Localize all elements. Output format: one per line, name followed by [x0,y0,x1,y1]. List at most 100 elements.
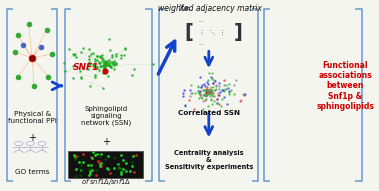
Point [100,65,106,68]
Point [106,63,112,66]
Point [121,53,127,56]
Point [101,60,107,63]
Point [94,66,100,69]
Point [122,47,128,50]
Point [104,62,110,65]
Point [109,53,115,57]
Text: SNF1: SNF1 [73,63,100,72]
Point [70,77,76,80]
Point [94,54,100,57]
Point [99,53,105,56]
Text: X=: X= [179,4,191,13]
Text: weighted adjacency matrix: weighted adjacency matrix [158,4,262,13]
Point [103,60,110,63]
Point [98,56,104,59]
Point [70,53,76,56]
Point [96,60,102,63]
Point [102,61,108,64]
Point [86,64,92,67]
FancyBboxPatch shape [68,151,143,178]
Text: ···: ··· [199,42,205,47]
Point [97,56,103,59]
Point [102,62,108,65]
Point [90,52,96,55]
Point [101,61,107,64]
Point [87,62,93,66]
Point [102,65,108,68]
Point [97,62,103,65]
Point [61,61,67,64]
Text: Centrality analysis
&
Sensitivity experiments: Centrality analysis & Sensitivity experi… [164,150,253,170]
Point [106,59,112,62]
Point [93,66,99,69]
Point [122,48,128,51]
Point [92,59,98,62]
Text: ···: ··· [199,19,205,24]
Point [86,54,92,57]
Point [101,64,107,67]
Point [103,61,110,64]
Point [103,62,109,65]
Point [94,55,100,58]
Point [97,64,103,67]
Point [104,63,110,66]
Point [113,52,119,55]
Text: Correlated SSN: Correlated SSN [178,110,240,116]
Point [99,59,105,62]
Point [97,54,103,57]
Point [103,62,109,65]
Point [129,74,135,77]
Point [62,69,68,72]
Point [86,61,92,64]
Point [113,61,119,64]
Point [105,61,111,64]
Point [102,67,108,70]
Point [101,62,107,65]
Text: $\mathbf{]}$: $\mathbf{]}$ [233,21,242,43]
Point [102,68,108,71]
Point [107,64,113,67]
Text: +: + [102,137,110,147]
Text: GO terms: GO terms [15,169,49,175]
Point [132,67,138,70]
Point [100,58,106,61]
Point [66,48,72,51]
Point [108,66,114,69]
Point [91,64,97,67]
Point [103,62,109,65]
Point [86,57,92,60]
Point [118,57,124,60]
Point [80,46,86,49]
Point [113,62,119,66]
Point [77,69,83,72]
Point [91,64,97,67]
Point [111,68,117,71]
Point [104,60,110,63]
Point [102,60,108,63]
Point [107,60,113,63]
Point [88,53,94,56]
Point [98,65,104,68]
Point [102,60,108,63]
Point [94,58,100,61]
Point [109,62,115,65]
Point [74,56,80,59]
Point [94,67,100,70]
Text: $\mathbf{[}$: $\mathbf{[}$ [184,21,193,43]
Point [106,38,112,41]
Point [78,75,84,78]
Point [107,65,113,68]
Point [91,64,97,67]
Point [86,48,92,51]
Point [111,60,117,63]
Point [111,59,117,62]
Point [86,85,92,88]
Text: Physical &
functional PPI: Physical & functional PPI [8,111,56,124]
Point [100,66,106,69]
Point [92,74,98,77]
Point [78,50,85,53]
Point [96,69,102,72]
Point [112,62,118,65]
Text: +: + [28,133,36,143]
Point [92,76,98,79]
